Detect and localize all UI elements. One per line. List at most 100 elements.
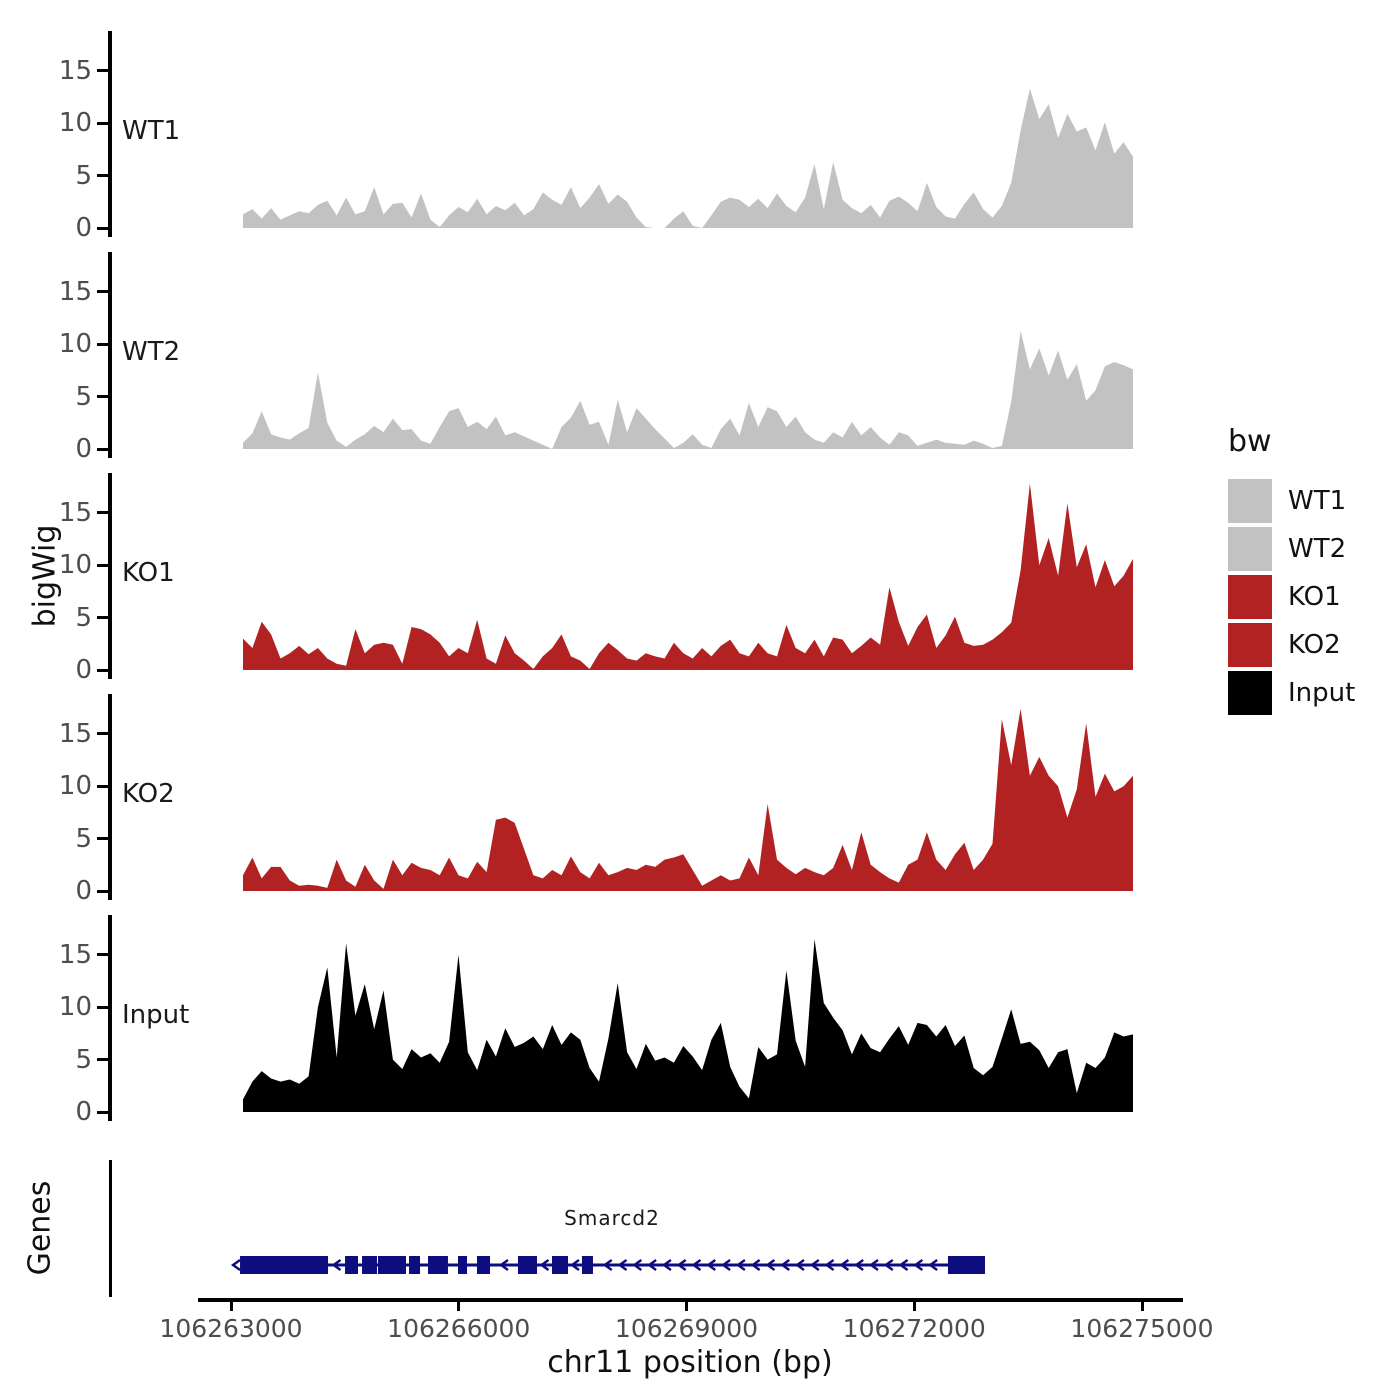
strand-arrow-icon <box>839 1259 850 1271</box>
legend-entry-wt2: WT2 <box>1228 525 1388 573</box>
y-tick-mark <box>97 174 108 178</box>
strand-arrow-icon <box>539 1259 550 1271</box>
y-tick-mark <box>97 732 108 736</box>
y-axis-line <box>108 473 112 679</box>
coverage-polygon <box>243 939 1133 1112</box>
coverage-area-input <box>243 939 1133 1112</box>
strand-arrow-icon <box>230 1259 241 1271</box>
x-axis-title: chr11 position (bp) <box>547 1345 833 1380</box>
strand-arrow-icon <box>602 1259 613 1271</box>
y-tick-label: 0 <box>75 213 92 243</box>
gene-intron-line <box>240 1263 986 1267</box>
coverage-area-wt2 <box>243 330 1133 449</box>
legend-key-swatch <box>1228 479 1272 523</box>
y-tick-label: 5 <box>75 602 92 633</box>
legend-key-swatch <box>1228 575 1272 619</box>
y-tick-label: 0 <box>75 1097 92 1127</box>
y-axis-line <box>108 694 112 900</box>
track-label-ko1: KO1 <box>122 558 175 588</box>
coverage-polygon <box>243 483 1133 670</box>
x-tick-mark <box>685 1302 688 1311</box>
legend-entry-input: Input <box>1228 669 1388 717</box>
y-tick-label: 10 <box>58 550 92 581</box>
legend-entry-label: KO1 <box>1288 582 1341 612</box>
strand-arrow-icon <box>661 1259 672 1271</box>
x-tick-mark <box>912 1302 916 1311</box>
y-axis-line <box>108 252 112 458</box>
y-tick-label: 15 <box>58 718 92 749</box>
legend-key-swatch <box>1228 671 1272 715</box>
y-tick-label: 0 <box>75 655 92 685</box>
y-tick-label: 5 <box>75 381 92 412</box>
gene-exon <box>457 1256 468 1274</box>
gene-exon <box>428 1256 448 1274</box>
y-tick-mark <box>97 1110 108 1114</box>
y-tick-mark <box>97 616 108 620</box>
genes-y-axis-line <box>109 1160 112 1297</box>
gene-exon <box>947 1256 986 1274</box>
coverage-area-wt1 <box>243 88 1133 228</box>
strand-arrow-icon <box>898 1259 909 1271</box>
legend-key-swatch <box>1228 623 1272 667</box>
strand-arrow-icon <box>854 1259 864 1271</box>
strand-arrow-icon <box>706 1259 716 1271</box>
legend-entry-label: KO2 <box>1288 630 1341 660</box>
y-tick-mark <box>97 1005 108 1009</box>
legend: bw WT1 WT2 KO1 KO2 Input <box>1228 424 1388 717</box>
legend-entries: WT1 WT2 KO1 KO2 Input <box>1228 477 1388 717</box>
strand-arrow-icon <box>928 1259 938 1271</box>
gene-exon <box>581 1256 593 1274</box>
gene-exon <box>377 1256 406 1274</box>
strand-arrow-icon <box>750 1259 761 1271</box>
y-tick-mark <box>97 121 108 125</box>
strand-arrow-icon <box>735 1259 746 1271</box>
legend-key-swatch <box>1228 527 1272 571</box>
x-tick-mark <box>1140 1302 1144 1311</box>
legend-entry-ko1: KO1 <box>1228 573 1388 621</box>
x-tick-label: 106263000 <box>159 1314 303 1343</box>
y-tick-mark <box>97 889 108 893</box>
y-tick-label: 15 <box>58 939 92 970</box>
y-tick-mark <box>97 290 108 294</box>
x-tick-label: 106266000 <box>387 1314 531 1343</box>
y-tick-mark <box>97 395 108 399</box>
strand-arrow-icon <box>794 1259 805 1271</box>
strand-arrow-icon <box>632 1259 643 1271</box>
gene-exon <box>240 1256 329 1274</box>
gene-exon <box>551 1256 568 1274</box>
legend-title: bw <box>1228 424 1272 459</box>
track-label-input: Input <box>122 1000 190 1030</box>
strand-arrow-icon <box>647 1259 657 1271</box>
y-tick-label: 15 <box>58 276 92 307</box>
gene-name-label: Smarcd2 <box>564 1206 660 1230</box>
y-axis-line <box>108 31 112 237</box>
y-tick-mark <box>97 668 108 672</box>
track-label-ko2: KO2 <box>122 779 175 809</box>
strand-arrow-icon <box>883 1259 894 1271</box>
strand-arrow-icon <box>765 1259 776 1271</box>
strand-arrow-icon <box>331 1259 342 1271</box>
y-tick-label: 5 <box>75 1044 92 1075</box>
coverage-polygon <box>243 708 1133 891</box>
gene-exon <box>517 1256 538 1274</box>
legend-entry-label: Input <box>1288 678 1356 708</box>
strand-arrow-icon <box>721 1259 731 1271</box>
strand-arrow-icon <box>824 1259 835 1271</box>
y-tick-mark <box>97 953 108 957</box>
track-label-wt2: WT2 <box>122 337 181 367</box>
legend-entry-wt1: WT1 <box>1228 477 1388 525</box>
y-tick-mark <box>97 837 108 841</box>
x-tick-label: 106275000 <box>1070 1314 1214 1343</box>
y-tick-mark <box>97 226 108 230</box>
track-label-wt1: WT1 <box>122 116 181 146</box>
x-tick-label: 106272000 <box>842 1314 986 1343</box>
legend-entry-label: WT1 <box>1288 486 1347 516</box>
x-axis-line <box>198 1298 1183 1302</box>
x-tick-label: 106269000 <box>614 1314 759 1343</box>
y-tick-label: 0 <box>75 876 92 906</box>
strand-arrow-icon <box>780 1259 790 1271</box>
gene-model-svg <box>230 1256 986 1274</box>
y-tick-label: 15 <box>58 55 92 86</box>
y-tick-label: 10 <box>58 329 92 360</box>
strand-arrow-icon <box>498 1259 509 1271</box>
